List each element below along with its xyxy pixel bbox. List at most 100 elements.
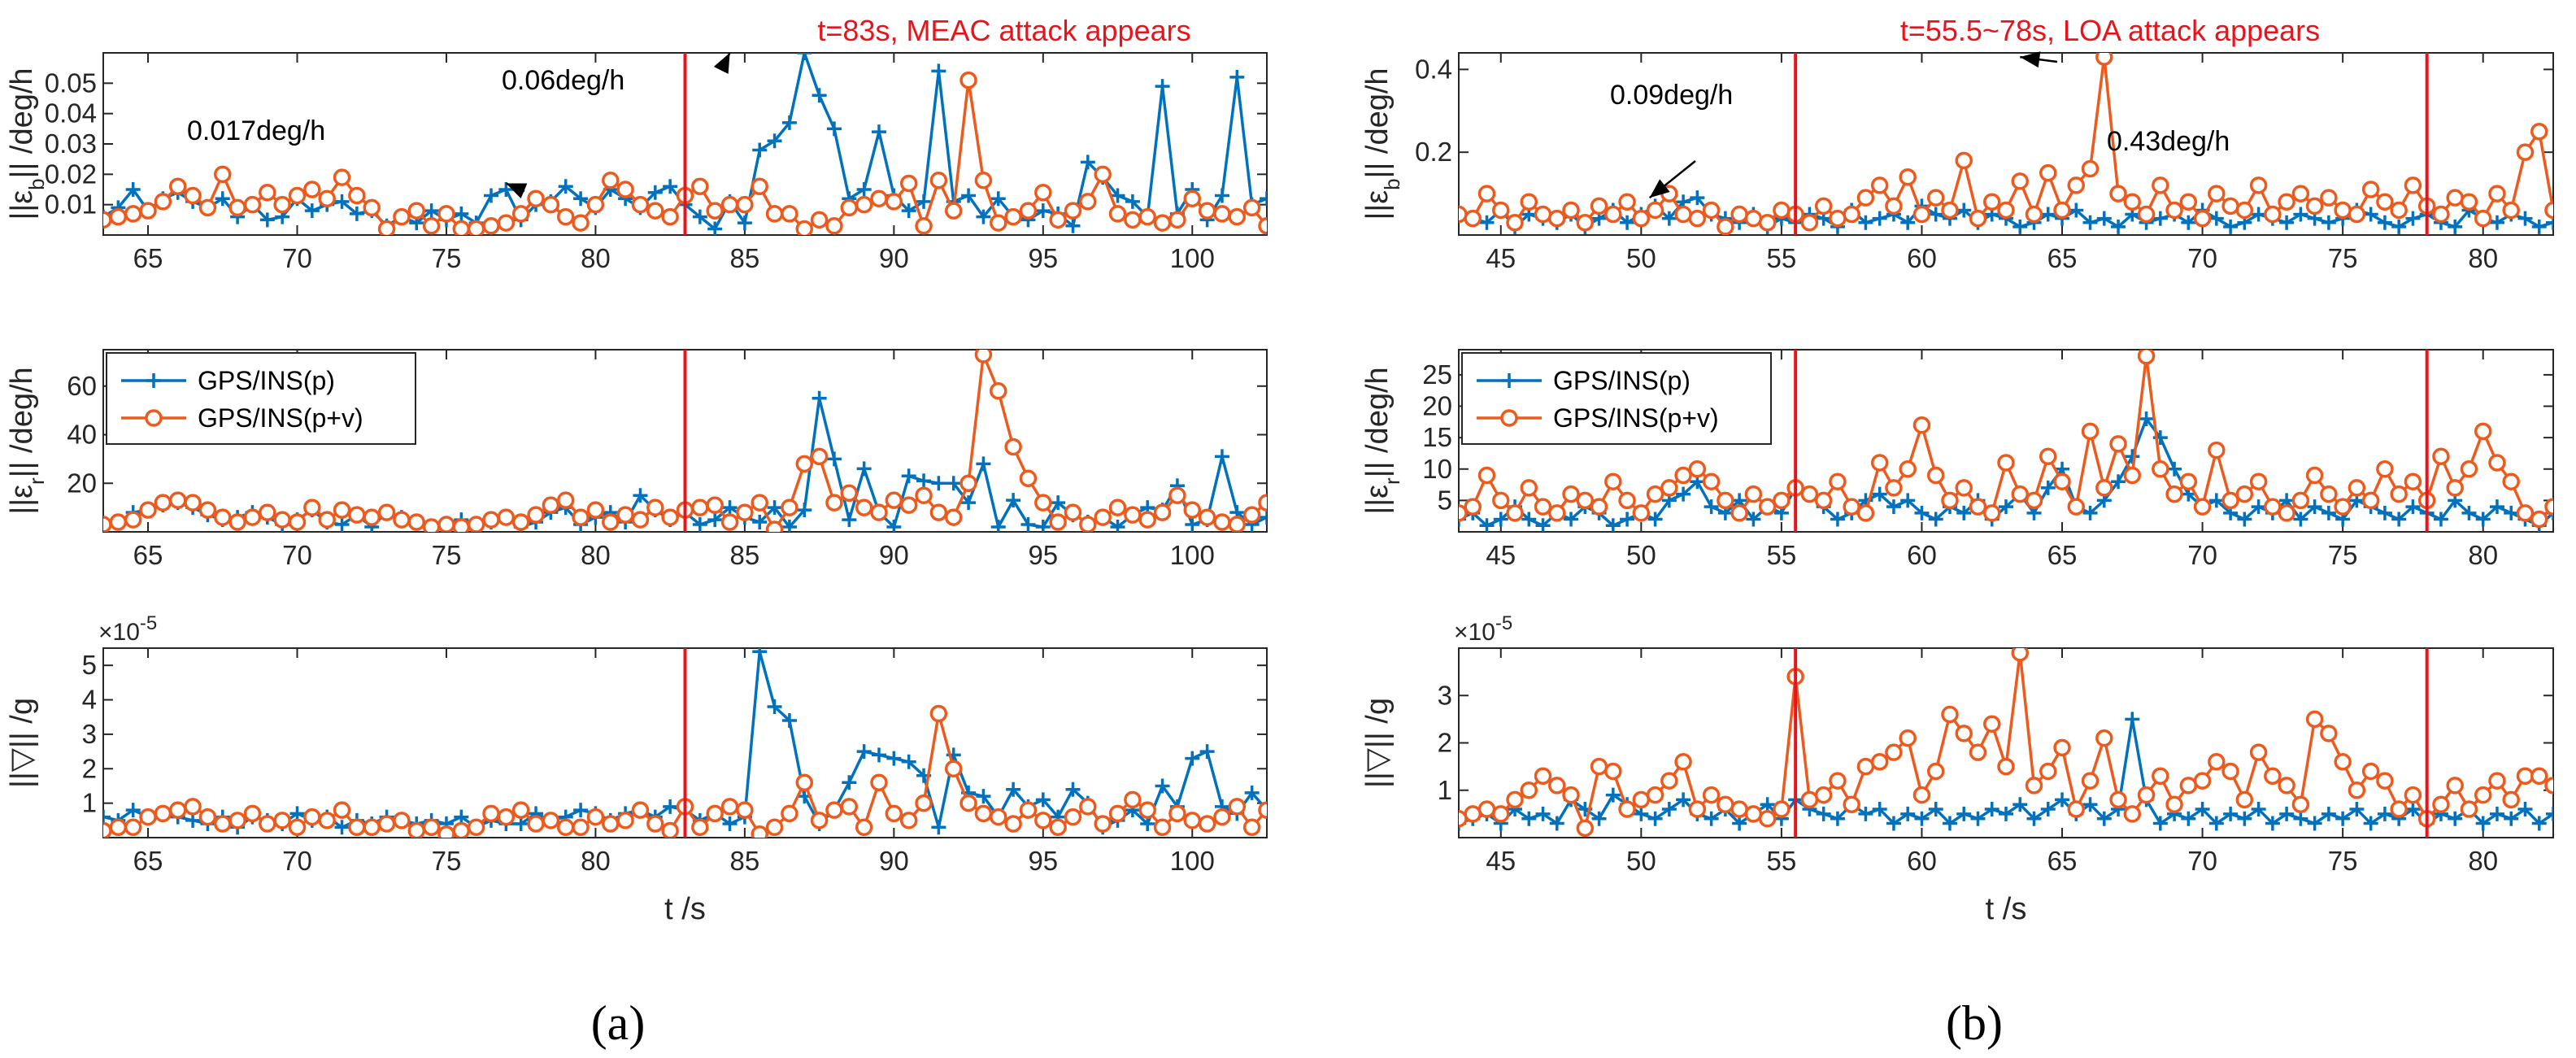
data-point-p: [976, 456, 991, 472]
data-point-p: [1900, 806, 1916, 821]
data-point-pv: [736, 503, 754, 521]
data-point-pv: [631, 511, 650, 529]
data-point-p: [901, 203, 916, 219]
data-point-p: [1746, 512, 1761, 527]
data-point-pv: [691, 818, 709, 837]
data-point-pv: [1274, 813, 1289, 828]
event-title: t=83s, MEAC attack appears: [817, 14, 1190, 47]
data-point-pv: [1168, 486, 1186, 504]
plot-area: [103, 53, 1423, 235]
data-point-pv: [2264, 498, 2282, 516]
data-point-pv: [2109, 185, 2127, 202]
data-point-p: [692, 209, 707, 224]
data-point-p: [2405, 802, 2421, 817]
data-point-pv: [303, 499, 321, 516]
data-point-pv: [1228, 798, 1247, 816]
data-point-pv: [646, 499, 664, 516]
data-point-p: [767, 500, 782, 516]
data-point-pv: [1319, 806, 1334, 821]
x-tick-label: 85: [730, 243, 760, 273]
data-point-pv: [2446, 777, 2464, 795]
data-point-pv: [1064, 503, 1082, 521]
data-point-pv: [288, 186, 307, 205]
data-point-pv: [1744, 209, 1763, 228]
legend-label: GPS/INS(p): [198, 366, 335, 395]
data-point-p: [1394, 198, 1408, 212]
svg-text:||εb|| /deg/h: ||εb|| /deg/h: [1360, 67, 1404, 220]
data-point-pv: [572, 818, 590, 837]
data-point-p: [573, 803, 589, 818]
data-point-p: [976, 789, 991, 804]
x-tick-label: 80: [581, 846, 611, 876]
data-point-pv: [168, 177, 187, 196]
data-point-p: [1290, 210, 1304, 224]
legend-marker: [145, 409, 163, 427]
data-point-pv: [840, 798, 859, 816]
data-point-pv: [1064, 808, 1082, 826]
data-point-p: [2321, 505, 2336, 520]
data-point-p: [1558, 747, 1573, 762]
data-point-pv: [1885, 197, 1903, 216]
data-point-pv: [1814, 491, 1833, 510]
data-point-pv: [2165, 201, 2183, 220]
data-point-p: [304, 203, 320, 219]
data-point-p: [1080, 155, 1095, 170]
y-tick-label: 5: [1438, 485, 1452, 515]
data-point-pv: [765, 205, 784, 223]
data-point-pv: [2390, 201, 2408, 220]
data-point-pv: [527, 189, 545, 207]
data-point-pv: [1702, 786, 1721, 804]
data-point-pv: [855, 818, 873, 837]
data-point-pv: [2179, 472, 2198, 490]
data-point-pv: [124, 511, 142, 529]
data-point-pv: [2432, 795, 2450, 813]
x-tick-label: 65: [2047, 846, 2078, 876]
data-point-pv: [1138, 511, 1156, 529]
x-tick-label: 80: [2468, 846, 2498, 876]
data-point-pv: [1870, 753, 1889, 771]
data-point-pv: [1477, 800, 1496, 818]
data-point-p: [781, 115, 797, 130]
data-point-pv: [2025, 777, 2043, 795]
data-point-pv: [944, 760, 963, 778]
data-point-pv: [467, 818, 485, 837]
data-point-pv: [1004, 207, 1022, 226]
y-tick-label: 0.04: [45, 98, 97, 128]
data-point-p: [961, 495, 977, 511]
data-point-p: [990, 191, 1006, 207]
legend-label: GPS/INS(p): [1553, 366, 1690, 395]
data-point-pv: [2474, 209, 2492, 228]
data-point-pv: [1079, 798, 1097, 816]
data-point-p: [2489, 806, 2504, 821]
x-tick-label: 80: [2468, 540, 2498, 570]
data-point-pv: [363, 198, 381, 217]
legend-label: GPS/INS(p+v): [198, 403, 363, 433]
data-point-pv: [1717, 491, 1734, 510]
data-point-pv: [511, 205, 530, 223]
data-point-pv: [1800, 790, 1819, 809]
data-point-pv: [437, 825, 455, 838]
data-point-pv: [781, 205, 798, 223]
data-point-pv: [243, 195, 262, 214]
data-point-pv: [377, 220, 396, 235]
data-point-pv: [1290, 219, 1304, 233]
data-point-p: [856, 744, 872, 760]
data-point-pv: [2560, 207, 2574, 222]
x-tick-label: 95: [1028, 846, 1058, 876]
data-point-p: [1408, 207, 1423, 221]
data-point-pv: [511, 513, 530, 531]
data-point-pv: [363, 508, 381, 526]
data-point-pv: [974, 350, 993, 364]
data-point-p: [1956, 202, 1972, 218]
data-point-p: [1564, 512, 1579, 527]
data-point-p: [2448, 811, 2463, 826]
data-point-p: [1379, 520, 1394, 534]
data-point-p: [752, 648, 768, 660]
data-point-p: [1290, 789, 1304, 803]
data-point-pv: [855, 499, 873, 516]
data-point-pv: [1717, 218, 1734, 235]
data-point-pv: [1744, 805, 1763, 823]
data-point-p: [1185, 517, 1200, 532]
data-point-p: [2139, 411, 2154, 426]
x-tick-label: 50: [1626, 540, 1656, 570]
